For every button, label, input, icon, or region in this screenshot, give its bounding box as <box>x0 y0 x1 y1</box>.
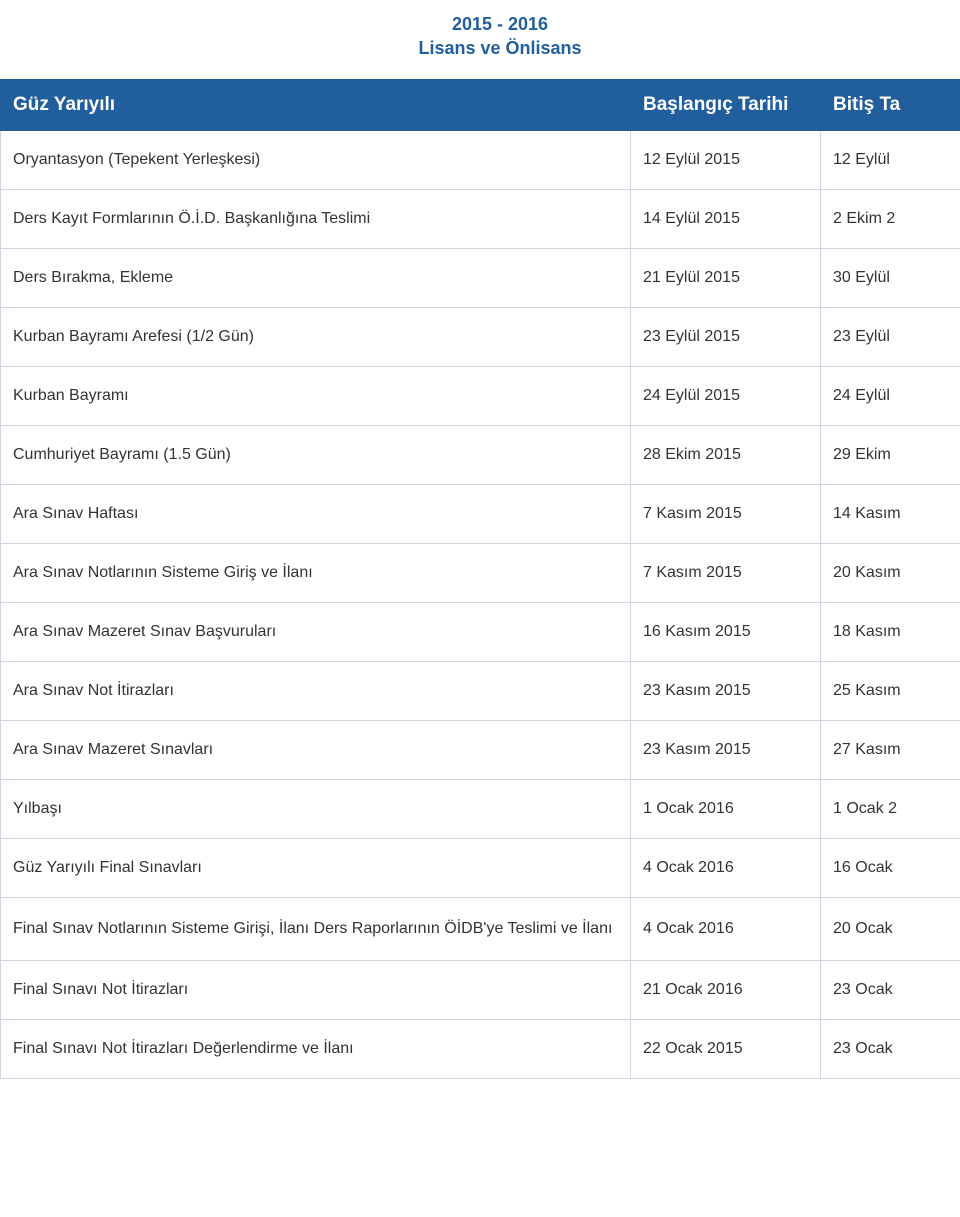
event-name-cell: Final Sınav Notlarının Sisteme Girişi, İ… <box>1 897 631 960</box>
start-date-cell: 4 Ocak 2016 <box>631 897 821 960</box>
table-row: Oryantasyon (Tepekent Yerleşkesi)12 Eylü… <box>1 130 960 189</box>
table-row: Güz Yarıyılı Final Sınavları4 Ocak 20161… <box>1 838 960 897</box>
start-date-cell: 22 Ocak 2015 <box>631 1019 821 1078</box>
event-name-cell: Oryantasyon (Tepekent Yerleşkesi) <box>1 130 631 189</box>
end-date-cell: 20 Kasım <box>821 543 960 602</box>
end-date-cell: 24 Eylül <box>821 366 960 425</box>
start-date-cell: 21 Eylül 2015 <box>631 248 821 307</box>
end-date-cell: 23 Eylül <box>821 307 960 366</box>
end-date-cell: 18 Kasım <box>821 602 960 661</box>
event-name-cell: Ders Kayıt Formlarının Ö.İ.D. Başkanlığı… <box>1 189 631 248</box>
start-date-cell: 28 Ekim 2015 <box>631 425 821 484</box>
start-date-cell: 24 Eylül 2015 <box>631 366 821 425</box>
event-name-cell: Ara Sınav Mazeret Sınavları <box>1 720 631 779</box>
header-start-date: Başlangıç Tarihi <box>631 79 821 130</box>
table-row: Ara Sınav Mazeret Sınav Başvuruları16 Ka… <box>1 602 960 661</box>
event-name-cell: Cumhuriyet Bayramı (1.5 Gün) <box>1 425 631 484</box>
start-date-cell: 16 Kasım 2015 <box>631 602 821 661</box>
table-row: Final Sınavı Not İtirazları21 Ocak 20162… <box>1 960 960 1019</box>
end-date-cell: 1 Ocak 2 <box>821 779 960 838</box>
table-row: Yılbaşı1 Ocak 20161 Ocak 2 <box>1 779 960 838</box>
table-row: Final Sınav Notlarının Sisteme Girişi, İ… <box>1 897 960 960</box>
table-header-row: Güz Yarıyılı Başlangıç Tarihi Bitiş Ta <box>1 79 960 130</box>
event-name-cell: Final Sınavı Not İtirazları Değerlendirm… <box>1 1019 631 1078</box>
event-name-cell: Güz Yarıyılı Final Sınavları <box>1 838 631 897</box>
table-row: Kurban Bayramı Arefesi (1/2 Gün)23 Eylül… <box>1 307 960 366</box>
event-name-cell: Kurban Bayramı <box>1 366 631 425</box>
event-name-cell: Ara Sınav Haftası <box>1 484 631 543</box>
academic-calendar-table: Güz Yarıyılı Başlangıç Tarihi Bitiş Ta O… <box>0 79 960 1079</box>
end-date-cell: 30 Eylül <box>821 248 960 307</box>
event-name-cell: Ara Sınav Notlarının Sisteme Giriş ve İl… <box>1 543 631 602</box>
event-name-cell: Yılbaşı <box>1 779 631 838</box>
table-row: Ara Sınav Not İtirazları23 Kasım 201525 … <box>1 661 960 720</box>
event-name-cell: Ara Sınav Not İtirazları <box>1 661 631 720</box>
header-term: Güz Yarıyılı <box>1 79 631 130</box>
end-date-cell: 12 Eylül <box>821 130 960 189</box>
start-date-cell: 7 Kasım 2015 <box>631 543 821 602</box>
table-body: Oryantasyon (Tepekent Yerleşkesi)12 Eylü… <box>1 130 960 1078</box>
table-row: Ders Kayıt Formlarının Ö.İ.D. Başkanlığı… <box>1 189 960 248</box>
end-date-cell: 16 Ocak <box>821 838 960 897</box>
page-container: 2015 - 2016 Lisans ve Önlisans Güz Yarıy… <box>0 0 960 1079</box>
table-row: Ara Sınav Mazeret Sınavları23 Kasım 2015… <box>1 720 960 779</box>
start-date-cell: 4 Ocak 2016 <box>631 838 821 897</box>
start-date-cell: 23 Eylül 2015 <box>631 307 821 366</box>
start-date-cell: 7 Kasım 2015 <box>631 484 821 543</box>
event-name-cell: Kurban Bayramı Arefesi (1/2 Gün) <box>1 307 631 366</box>
header-end-date: Bitiş Ta <box>821 79 960 130</box>
start-date-cell: 21 Ocak 2016 <box>631 960 821 1019</box>
event-name-cell: Ders Bırakma, Ekleme <box>1 248 631 307</box>
table-row: Kurban Bayramı24 Eylül 201524 Eylül <box>1 366 960 425</box>
table-row: Ara Sınav Haftası7 Kasım 201514 Kasım <box>1 484 960 543</box>
end-date-cell: 27 Kasım <box>821 720 960 779</box>
title-block: 2015 - 2016 Lisans ve Önlisans <box>0 0 960 79</box>
end-date-cell: 14 Kasım <box>821 484 960 543</box>
end-date-cell: 23 Ocak <box>821 1019 960 1078</box>
start-date-cell: 1 Ocak 2016 <box>631 779 821 838</box>
end-date-cell: 23 Ocak <box>821 960 960 1019</box>
table-row: Cumhuriyet Bayramı (1.5 Gün)28 Ekim 2015… <box>1 425 960 484</box>
start-date-cell: 23 Kasım 2015 <box>631 720 821 779</box>
table-row: Ara Sınav Notlarının Sisteme Giriş ve İl… <box>1 543 960 602</box>
start-date-cell: 12 Eylül 2015 <box>631 130 821 189</box>
event-name-cell: Final Sınavı Not İtirazları <box>1 960 631 1019</box>
start-date-cell: 23 Kasım 2015 <box>631 661 821 720</box>
event-name-cell: Ara Sınav Mazeret Sınav Başvuruları <box>1 602 631 661</box>
table-row: Final Sınavı Not İtirazları Değerlendirm… <box>1 1019 960 1078</box>
end-date-cell: 29 Ekim <box>821 425 960 484</box>
table-row: Ders Bırakma, Ekleme21 Eylül 201530 Eylü… <box>1 248 960 307</box>
start-date-cell: 14 Eylül 2015 <box>631 189 821 248</box>
title-year: 2015 - 2016 <box>0 12 960 36</box>
end-date-cell: 20 Ocak <box>821 897 960 960</box>
end-date-cell: 25 Kasım <box>821 661 960 720</box>
title-program: Lisans ve Önlisans <box>0 36 960 60</box>
end-date-cell: 2 Ekim 2 <box>821 189 960 248</box>
